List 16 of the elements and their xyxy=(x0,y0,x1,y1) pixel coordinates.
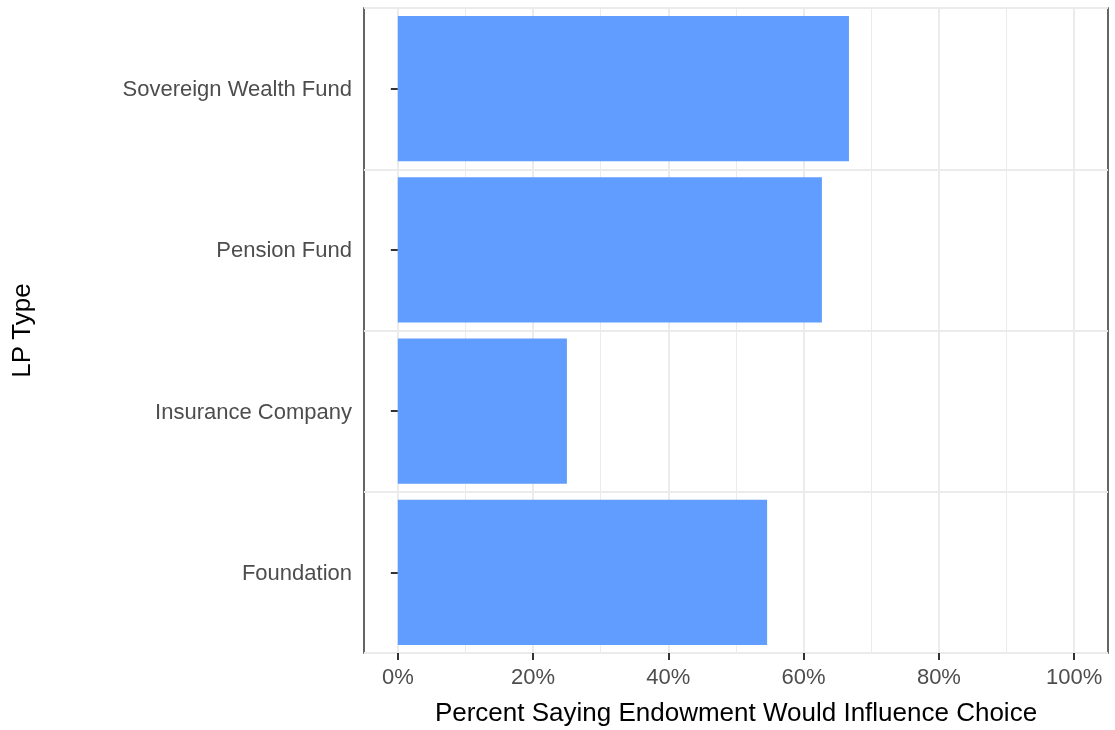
y-axis-title: LP Type xyxy=(6,283,36,378)
x-tick-label: 20% xyxy=(511,663,556,689)
bar xyxy=(397,177,822,323)
x-tick-label: 40% xyxy=(646,663,691,689)
y-tick-label: Pension Fund xyxy=(216,237,352,263)
bar xyxy=(397,499,768,645)
x-tick-label: 100% xyxy=(1046,663,1103,689)
x-tick-label: 80% xyxy=(916,663,961,689)
x-tick-label: 60% xyxy=(781,663,826,689)
y-tick-label: Foundation xyxy=(241,559,352,585)
x-tick-label: 0% xyxy=(381,663,414,689)
y-tick-label: Sovereign Wealth Fund xyxy=(122,76,352,102)
bar xyxy=(397,338,567,484)
x-axis-title: Percent Saying Endowment Would Influence Choice xyxy=(434,697,1038,727)
y-tick-label: Insurance Company xyxy=(155,398,352,424)
bar xyxy=(397,16,849,162)
